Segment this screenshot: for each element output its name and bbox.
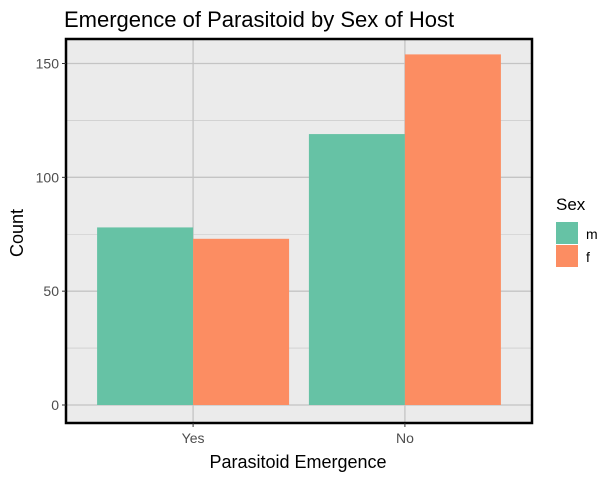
y-tick-label: 0 xyxy=(51,397,59,413)
legend-key-f xyxy=(556,245,578,267)
legend-label-m: m xyxy=(586,226,598,242)
chart-title: Emergence of Parasitoid by Sex of Host xyxy=(64,7,454,32)
bar-m-yes xyxy=(97,227,194,405)
x-tick-label: No xyxy=(396,430,414,446)
legend-label-f: f xyxy=(586,249,590,265)
y-tick-label: 100 xyxy=(36,169,60,185)
plot-panel xyxy=(64,37,534,425)
x-tick-label: Yes xyxy=(182,430,205,446)
panel-border xyxy=(64,37,534,425)
x-axis-title: Parasitoid Emergence xyxy=(209,452,386,472)
bar-f-yes xyxy=(193,238,290,405)
bar-m-no xyxy=(308,134,405,405)
legend-key-m xyxy=(556,222,578,244)
bar-f-no xyxy=(404,54,501,405)
y-axis-title: Count xyxy=(7,209,27,257)
legend-title: Sex xyxy=(556,195,586,214)
legend: Sex mf xyxy=(556,195,598,267)
y-tick-label: 50 xyxy=(43,283,59,299)
y-tick-label: 150 xyxy=(36,56,60,72)
